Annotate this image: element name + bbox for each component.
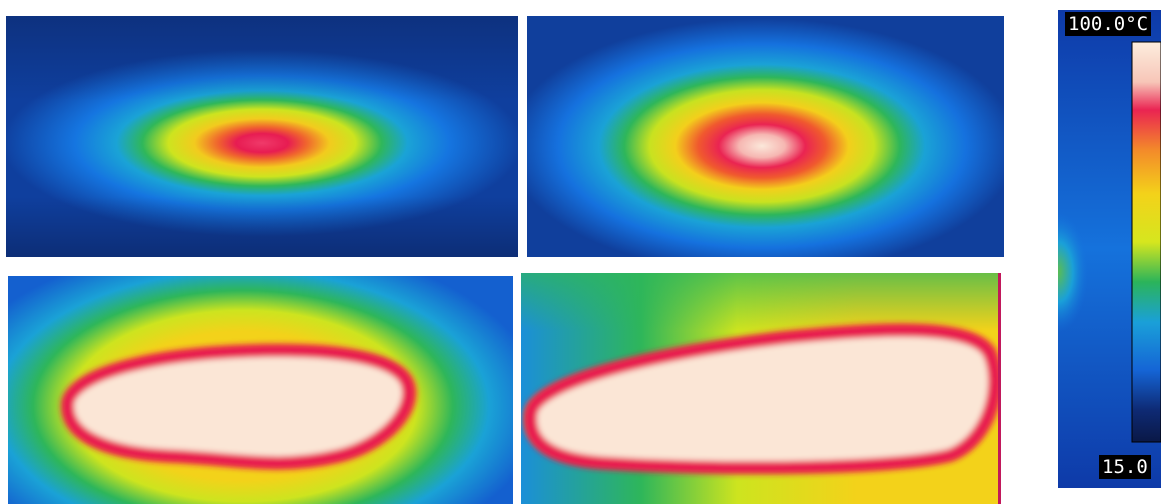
thermal-image-4	[521, 273, 1001, 504]
thermal-image-1	[6, 16, 518, 257]
scale-min-label: 15.0	[1099, 455, 1151, 479]
thermal-image-2-graphic	[527, 16, 1004, 257]
color-scale-panel	[1058, 10, 1161, 488]
scale-max-label: 100.0°C	[1065, 12, 1152, 36]
thermal-image-4-graphic	[521, 273, 1001, 504]
thermal-image-1-graphic	[6, 16, 518, 257]
color-scale-bar	[1131, 41, 1161, 443]
thermal-image-3	[8, 276, 513, 504]
color-scale-graphic	[1058, 10, 1161, 488]
thermal-image-3-graphic	[8, 276, 513, 504]
thermal-image-2	[527, 16, 1004, 257]
